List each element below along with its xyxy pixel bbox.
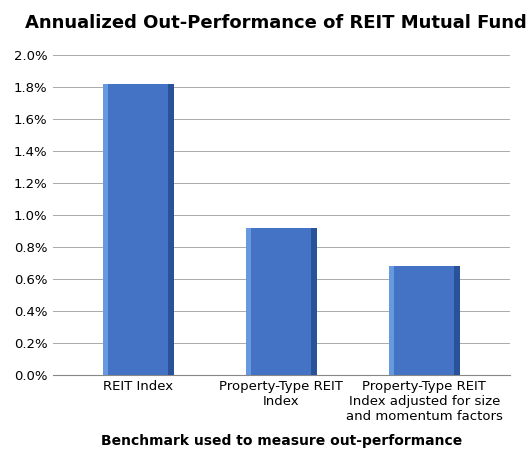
Bar bbox=[246, 228, 317, 375]
Bar bbox=[389, 266, 394, 375]
Bar bbox=[168, 84, 174, 375]
Title: Annualized Out-Performance of REIT Mutual Funds: Annualized Out-Performance of REIT Mutua… bbox=[25, 14, 526, 32]
Bar bbox=[103, 84, 108, 375]
X-axis label: Benchmark used to measure out-performance: Benchmark used to measure out-performanc… bbox=[100, 434, 462, 448]
Bar bbox=[389, 266, 460, 375]
Bar bbox=[454, 266, 460, 375]
Bar bbox=[246, 228, 251, 375]
Bar bbox=[103, 84, 174, 375]
Bar bbox=[311, 228, 317, 375]
